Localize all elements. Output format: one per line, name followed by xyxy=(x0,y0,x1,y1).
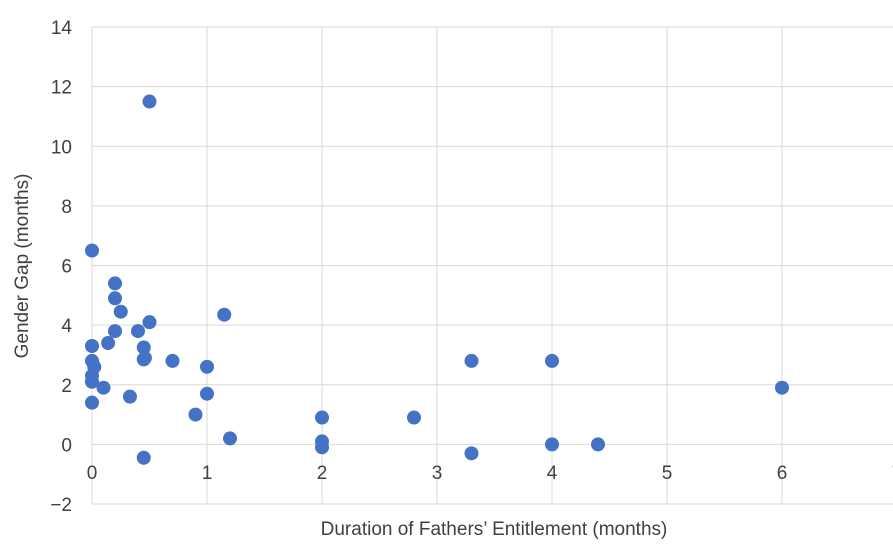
data-point xyxy=(407,410,421,425)
data-point xyxy=(85,374,99,389)
data-point xyxy=(142,315,157,330)
data-point xyxy=(131,324,145,339)
data-point xyxy=(136,340,151,355)
y-tick-label: 6 xyxy=(61,257,72,278)
data-point xyxy=(108,291,122,306)
data-point xyxy=(85,338,99,353)
data-point xyxy=(188,407,203,422)
y-axis-title: Gender Gap (months) xyxy=(12,174,33,359)
data-point xyxy=(137,350,152,365)
y-tick-label: 12 xyxy=(51,78,72,99)
data-points xyxy=(85,94,789,465)
data-point xyxy=(315,440,329,455)
data-point xyxy=(591,437,605,452)
data-point xyxy=(315,410,329,425)
data-point xyxy=(122,389,137,404)
data-point xyxy=(85,243,99,258)
data-point xyxy=(87,359,102,374)
y-tick-label: 8 xyxy=(61,197,72,218)
data-point xyxy=(223,431,237,446)
x-tick-label: 5 xyxy=(662,463,673,484)
data-point xyxy=(101,336,116,351)
x-tick-label: 4 xyxy=(547,463,558,484)
x-tick-label: 0 xyxy=(87,463,98,484)
data-point xyxy=(96,380,111,395)
data-point xyxy=(200,386,214,401)
x-tick-label: 2 xyxy=(317,463,328,484)
y-tick-label: 14 xyxy=(51,18,73,39)
x-tick-label: 7 xyxy=(892,463,893,484)
y-tick-label: 0 xyxy=(61,435,72,456)
data-point xyxy=(464,446,479,461)
data-point xyxy=(108,324,122,339)
x-tick-label: 3 xyxy=(432,463,443,484)
data-point xyxy=(464,353,479,368)
gridlines xyxy=(91,26,893,505)
data-point xyxy=(545,437,559,452)
data-point xyxy=(108,276,122,291)
data-point xyxy=(136,450,151,465)
data-point xyxy=(142,94,157,109)
data-point xyxy=(200,359,214,374)
y-tick-label: 4 xyxy=(61,316,72,337)
data-point xyxy=(545,353,559,368)
data-point xyxy=(85,395,99,410)
data-point xyxy=(775,380,789,395)
data-point xyxy=(165,353,180,368)
y-tick-label: −2 xyxy=(50,495,72,516)
x-tick-label: 1 xyxy=(202,463,213,484)
data-point xyxy=(113,304,128,319)
y-tick-label: 10 xyxy=(51,137,72,158)
x-tick-label: 6 xyxy=(777,463,788,484)
x-axis-title: Duration of Fathers’ Entitlement (months… xyxy=(321,519,668,540)
data-point xyxy=(217,307,232,322)
y-tick-label: 2 xyxy=(61,376,72,397)
